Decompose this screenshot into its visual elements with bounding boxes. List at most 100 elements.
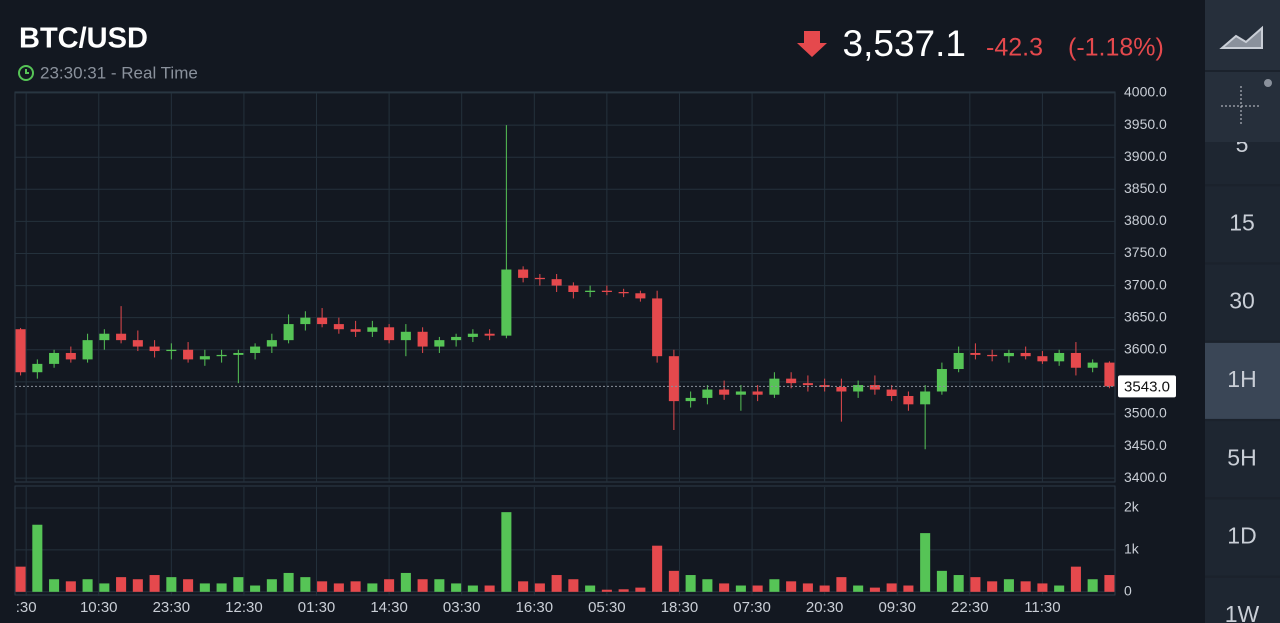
candle-body [987, 354, 998, 357]
candle-body [266, 340, 277, 347]
candle-body [317, 317, 328, 325]
candle-body [568, 285, 579, 292]
volume-bar [283, 572, 294, 592]
candle-body [283, 324, 294, 341]
volume-bar [266, 579, 277, 592]
volume-bar [49, 579, 60, 592]
interval-button[interactable] [1205, 577, 1280, 623]
volume-bar [568, 579, 579, 592]
candle-body [601, 290, 612, 292]
candle-body [853, 385, 864, 392]
candle-body [451, 336, 462, 341]
candle-body [333, 324, 344, 330]
x-tick-label: 09:30 [878, 599, 916, 616]
volume-bar [735, 585, 746, 592]
candle-body [903, 395, 914, 405]
candle-body [886, 389, 897, 396]
interval-button[interactable] [1205, 421, 1280, 498]
candle-body [1104, 362, 1115, 387]
volume-bar [350, 581, 361, 592]
volume-bar [250, 585, 261, 592]
volume-bar [65, 581, 76, 592]
candle-body [836, 386, 847, 392]
volume-bar [317, 581, 328, 592]
last-price-label: 3543.0 [1124, 378, 1170, 395]
volume-bar [936, 570, 947, 592]
chart-type-button[interactable] [1205, 0, 1280, 70]
candle-body [618, 291, 629, 294]
x-tick-label: 01:30 [298, 599, 336, 616]
interval-label[interactable]: 5H [1227, 444, 1256, 470]
volume-bar [434, 579, 445, 592]
volume-tick-label: 1k [1124, 541, 1140, 557]
candle-body [719, 389, 730, 395]
last-price-box [1118, 375, 1176, 398]
change: -42.3 [986, 34, 1043, 62]
interval-label[interactable]: 1H [1227, 366, 1256, 392]
volume-bar [652, 545, 663, 592]
candle-body [166, 349, 177, 352]
volume-bar [199, 583, 210, 592]
candle-body [1003, 352, 1014, 357]
candle-body [1070, 352, 1081, 368]
candle-body [116, 333, 127, 341]
volume-bar [333, 583, 344, 592]
candle-body [769, 378, 780, 395]
x-tick-label: 03:30 [443, 599, 481, 616]
volume-bar [132, 579, 143, 592]
candle-body [149, 346, 160, 352]
candle-body [936, 369, 947, 392]
candle-body [216, 354, 227, 357]
candle-body [384, 327, 395, 341]
volume-bar [970, 577, 981, 592]
volume-bar [82, 579, 93, 592]
symbol: BTC/USD [19, 23, 148, 55]
volume-bar [702, 579, 713, 592]
volume-bar [853, 585, 864, 592]
volume-bar [987, 581, 998, 592]
y-tick-label: 3450.0 [1124, 437, 1167, 453]
volume-bar [166, 577, 177, 592]
x-tick-label: 20:30 [806, 599, 844, 616]
interval-button[interactable] [1205, 186, 1280, 263]
candle-body [233, 352, 244, 355]
interval-button[interactable] [1205, 342, 1280, 419]
candle-body [652, 298, 663, 357]
volume-bar [417, 579, 428, 592]
volume-bar [233, 577, 244, 592]
candle-body [183, 349, 194, 360]
volume-bar [1037, 583, 1048, 592]
volume-bar [903, 585, 914, 592]
volume-bar [769, 579, 780, 592]
volume-bar [484, 585, 495, 592]
candle-body [920, 391, 931, 405]
candle-body [484, 333, 495, 336]
volume-bar [1003, 579, 1014, 592]
interval-label[interactable]: 15 [1229, 209, 1255, 235]
candle-body [400, 331, 411, 341]
y-tick-label: 4000.0 [1124, 84, 1167, 100]
candle-body [585, 290, 596, 292]
x-tick-label: 10:30 [80, 599, 118, 616]
interval-button[interactable] [1205, 499, 1280, 576]
volume-bar [501, 512, 512, 592]
volume-bar [400, 572, 411, 592]
x-tick-label: 16:30 [516, 599, 554, 616]
candle-body [15, 329, 26, 373]
x-tick-label: 14:30 [370, 599, 408, 616]
interval-label[interactable]: 1W [1225, 601, 1260, 623]
candle-body [32, 363, 43, 373]
candle-body [953, 352, 964, 370]
interval-button[interactable] [1205, 264, 1280, 341]
volume-tick-label: 2k [1124, 499, 1140, 515]
interval-label[interactable]: 30 [1229, 288, 1255, 314]
interval-label[interactable]: 1D [1227, 523, 1256, 549]
candle-body [417, 331, 428, 347]
volume-bar [585, 585, 596, 592]
volume-bar [836, 577, 847, 592]
down-arrow [797, 31, 827, 57]
volume-bar [1054, 585, 1065, 592]
candle-body [367, 327, 378, 332]
